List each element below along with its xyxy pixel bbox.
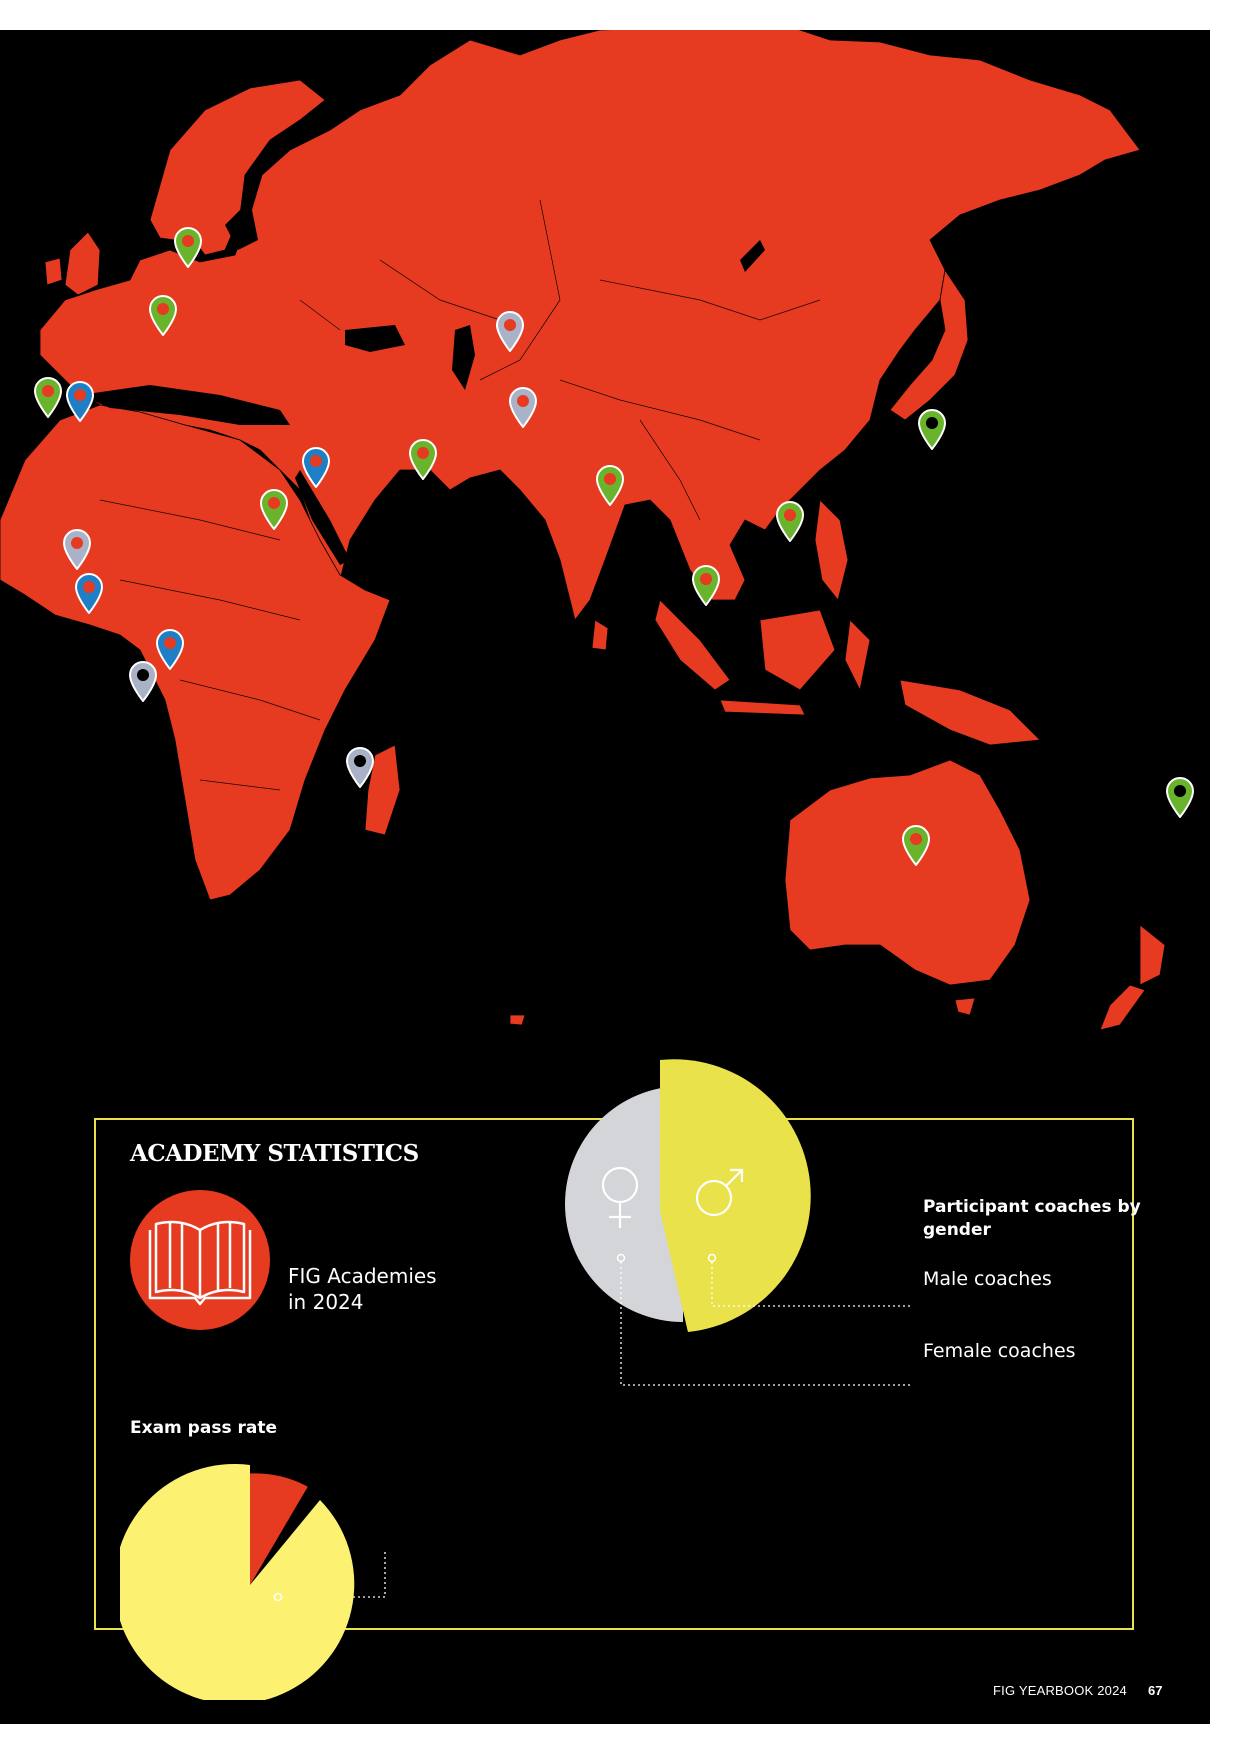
map-new-zealand xyxy=(1139,924,1166,986)
map-caspian-sea xyxy=(452,325,475,390)
female-leader-dot xyxy=(616,1253,626,1263)
fail-slice-outline xyxy=(249,1473,308,1490)
map-borneo xyxy=(759,609,836,691)
location-pin-icon xyxy=(495,311,525,352)
map-black-sea xyxy=(345,325,405,352)
map-australia xyxy=(784,759,1031,986)
location-pin-icon xyxy=(901,825,931,866)
map-new-guinea xyxy=(899,679,1041,746)
exam-pass-rate-title: Exam pass rate xyxy=(130,1418,277,1438)
location-pin-icon xyxy=(508,387,538,428)
map-island-small xyxy=(509,1014,526,1026)
page-panel xyxy=(0,30,1210,1724)
map-tasmania xyxy=(954,997,976,1016)
book-badge xyxy=(130,1190,270,1330)
location-pin-icon xyxy=(595,465,625,506)
location-pin-icon xyxy=(259,489,289,530)
location-pin-icon xyxy=(408,439,438,480)
exam-leader-dot xyxy=(273,1592,283,1602)
location-pin-icon xyxy=(62,529,92,570)
location-pin-icon xyxy=(1165,777,1195,818)
participant-coaches-title: Participant coaches by gender xyxy=(923,1197,1141,1240)
map-lake-baikal xyxy=(740,240,765,272)
map-sumatra xyxy=(654,599,731,691)
map-java xyxy=(719,699,806,716)
map-madagascar xyxy=(364,744,401,836)
map-baltic-sea xyxy=(225,200,258,250)
gender-pie-chart xyxy=(565,1059,811,1332)
map-red-sea xyxy=(295,470,350,565)
map-philippines xyxy=(814,499,849,601)
location-pin-icon xyxy=(65,381,95,422)
location-pin-icon xyxy=(345,747,375,788)
map-mediterranean xyxy=(80,385,290,425)
location-pin-icon xyxy=(128,661,158,702)
female-coaches-label: Female coaches xyxy=(923,1340,1076,1362)
page-number: 67 xyxy=(1148,1683,1163,1698)
location-pin-icon xyxy=(691,565,721,606)
fig-academies-label: FIG Academies in 2024 xyxy=(288,1264,437,1314)
map-sulawesi xyxy=(844,619,871,692)
location-pin-icon xyxy=(74,573,104,614)
map-japan xyxy=(889,268,969,421)
male-coaches-label: Male coaches xyxy=(923,1268,1052,1290)
map-britain xyxy=(64,231,101,296)
location-pin-icon xyxy=(301,447,331,488)
academy-statistics-heading: ACADEMY STATISTICS xyxy=(130,1140,419,1167)
map-new-zealand-south xyxy=(1099,984,1146,1031)
map-sri-lanka xyxy=(591,619,609,651)
exam-pass-rate-pie xyxy=(120,1463,355,1700)
open-book-icon xyxy=(148,1220,252,1306)
location-pin-icon xyxy=(148,295,178,336)
location-pin-icon xyxy=(917,409,947,450)
location-pin-icon xyxy=(155,629,185,670)
map-ireland xyxy=(44,257,63,286)
male-leader-dot xyxy=(707,1253,717,1263)
map-persian-gulf xyxy=(398,470,440,500)
location-pin-icon xyxy=(33,377,63,418)
pass-slice xyxy=(120,1463,355,1700)
fail-slice xyxy=(250,1474,307,1585)
male-symbol-icon xyxy=(695,1168,744,1217)
location-pin-icon xyxy=(775,501,805,542)
world-map xyxy=(0,30,1166,1031)
location-pin-icon xyxy=(173,227,203,268)
female-symbol-icon xyxy=(601,1166,639,1228)
footer-title: FIG YEARBOOK 2024 xyxy=(993,1683,1127,1698)
map-africa xyxy=(0,404,391,901)
